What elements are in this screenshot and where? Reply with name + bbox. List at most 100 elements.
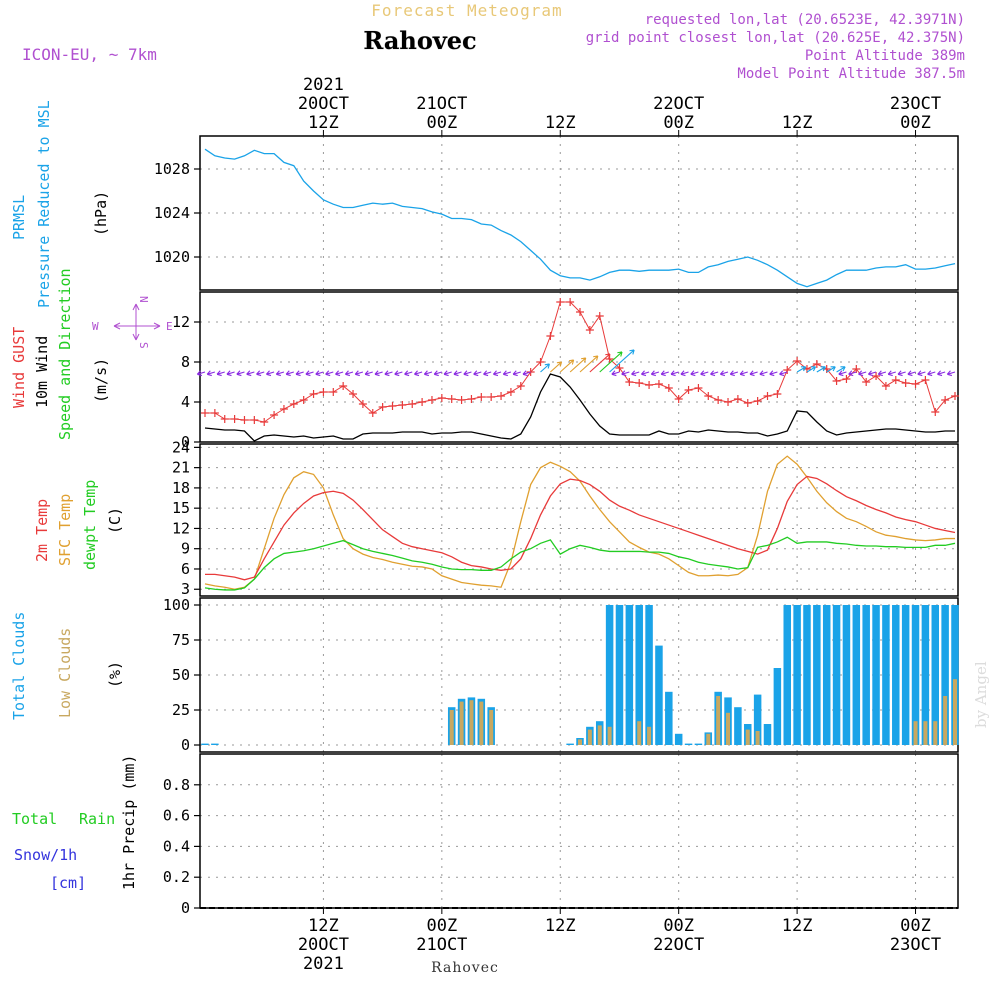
gust-marker <box>941 396 950 404</box>
total-cloud-bar <box>941 605 949 745</box>
footer: Rahovec by Angel <box>431 661 990 976</box>
time-label: 12Z <box>782 113 813 133</box>
wind-direction-arrow <box>887 370 896 377</box>
wind-direction-arrow <box>641 370 650 377</box>
low-cloud-bar <box>943 696 948 745</box>
wind-direction-arrow <box>305 370 314 377</box>
y-tick-label-precip: 0.4 <box>163 837 190 855</box>
gust-marker <box>427 396 436 404</box>
total-cloud-bar <box>862 605 870 745</box>
gust-marker <box>437 394 446 402</box>
y-tick-label-temperature: 15 <box>172 499 190 517</box>
wind-direction-arrow <box>335 370 344 377</box>
total-cloud-bar <box>645 605 653 745</box>
two-m-temp-label: 2m Temp <box>33 499 51 562</box>
gust-marker <box>487 393 496 401</box>
side-labels: PRMSL Pressure Reduced to MSL (hPa) Wind… <box>10 100 173 892</box>
wind-direction-arrow <box>364 370 373 377</box>
wind-direction-arrow <box>579 355 599 373</box>
gust-marker <box>714 396 723 404</box>
time-label: 22OCT <box>653 935 704 955</box>
gust-marker <box>299 396 308 404</box>
wind-direction-arrow <box>907 370 916 377</box>
wind-direction-arrow <box>946 370 956 377</box>
snow-unit-label: [cm] <box>50 874 86 892</box>
gust-marker <box>230 415 239 423</box>
gust-marker <box>881 382 890 390</box>
gust-marker <box>329 388 338 396</box>
wind-direction-arrow <box>196 370 206 377</box>
wind-direction-arrow <box>443 370 452 377</box>
wind-direction-arrow <box>710 370 719 377</box>
y-tick-label-clouds: 75 <box>172 631 190 649</box>
wind-direction-arrow <box>816 366 826 373</box>
panel-pressure: 1028 1024 1020 <box>154 135 959 291</box>
ten-m-wind-label: 10m Wind <box>33 336 51 408</box>
low-cloud-bar <box>469 700 474 745</box>
wind-direction-arrow <box>680 370 689 377</box>
gust-marker <box>694 384 703 392</box>
gust-marker <box>566 298 575 306</box>
wind-direction-arrow <box>216 370 225 377</box>
wind-direction-arrow <box>836 366 846 373</box>
total-clouds-label: Total Clouds <box>10 612 28 720</box>
y-tick-label-temperature: 6 <box>181 560 190 578</box>
location-title: Rahovec <box>363 26 476 55</box>
wind-direction-arrow <box>483 370 492 377</box>
wind-direction-arrow <box>650 370 660 377</box>
gust-marker <box>378 403 387 411</box>
gust-marker <box>467 395 476 403</box>
wind-direction-arrow <box>266 370 275 377</box>
compass-north: N <box>137 296 150 303</box>
gust-marker <box>250 416 259 424</box>
gust-marker <box>497 392 506 400</box>
gust-marker <box>862 378 871 386</box>
low-cloud-bar <box>726 712 731 745</box>
gust-marker <box>358 400 367 408</box>
wind-direction-arrow <box>609 349 635 373</box>
y-tick-label-precip: 0.2 <box>163 868 190 886</box>
wind-direction-arrow <box>492 370 502 377</box>
total-cloud-bar <box>951 605 959 745</box>
time-label: 21OCT <box>416 94 467 114</box>
wind-direction-arrow <box>512 370 521 377</box>
gust-marker <box>743 399 752 407</box>
gust-marker <box>674 395 683 403</box>
low-cloud-bar <box>479 701 484 745</box>
total-cloud-bar <box>803 605 811 745</box>
wind-direction-arrow <box>550 361 563 373</box>
y-tick-label-precip: 0 <box>181 899 190 917</box>
gust-marker <box>753 397 762 405</box>
wind-direction-arrow <box>897 370 906 377</box>
low-cloud-bar <box>913 721 918 745</box>
total-cloud-bar <box>773 668 782 745</box>
wind-direction-arrow <box>325 370 334 377</box>
gust-marker <box>309 390 318 398</box>
wind-direction-arrow <box>256 370 265 377</box>
time-label: 21OCT <box>416 935 467 955</box>
time-label: 20OCT <box>298 935 349 955</box>
low-cloud-bar <box>449 710 454 745</box>
time-label: 22OCT <box>653 94 704 114</box>
y-tick-label-wind: 12 <box>172 313 190 331</box>
gust-marker <box>546 332 555 340</box>
gust-marker <box>506 388 515 396</box>
wind-direction-arrow <box>700 370 709 377</box>
gust-marker <box>398 401 407 409</box>
gust-marker <box>891 376 900 384</box>
time-label: 2021 <box>303 75 344 95</box>
wind-direction-arrow <box>453 370 462 377</box>
panel-frame-pressure <box>199 135 959 291</box>
wind-direction-arrow <box>729 370 739 377</box>
total-cloud-bar <box>793 605 801 745</box>
grid-point-coords: grid point closest lon,lat (20.625E, 42.… <box>586 30 965 46</box>
total-cloud-bar <box>832 605 841 745</box>
gust-marker <box>842 375 851 383</box>
wind-direction-arrow <box>719 370 729 377</box>
total-cloud-bar <box>931 605 940 745</box>
wind-direction-arrow <box>394 370 403 377</box>
total-cloud-bar <box>753 694 762 745</box>
gust-marker <box>595 312 604 320</box>
low-cloud-bar <box>597 725 602 745</box>
